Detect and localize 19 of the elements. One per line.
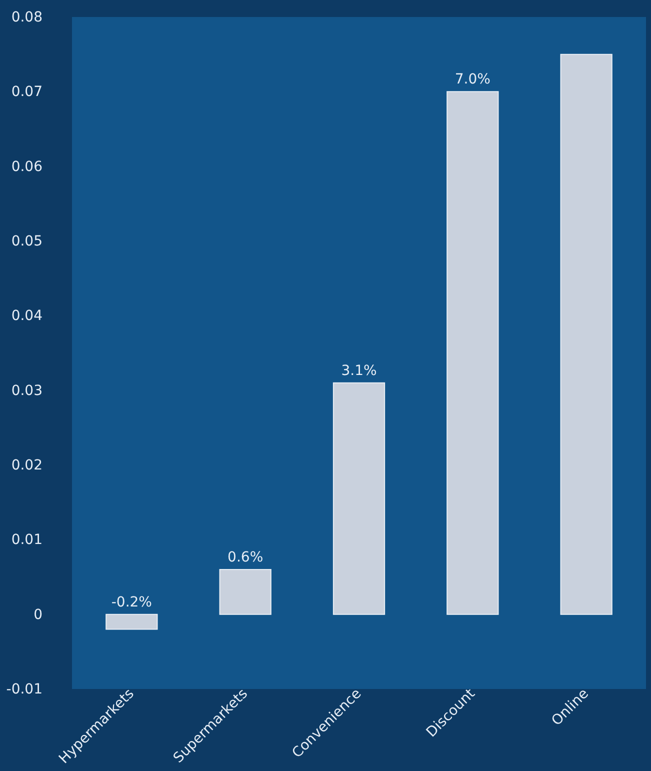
y-tick-label: 0.04 — [11, 308, 43, 324]
y-tick-label: 0.01 — [11, 532, 42, 548]
data-label: -0.2% — [111, 594, 152, 610]
y-tick-label: 0.03 — [11, 382, 42, 399]
bar — [332, 382, 386, 615]
y-tick-label: 0.02 — [11, 458, 42, 474]
bar — [106, 614, 158, 630]
data-label: 0.6% — [228, 550, 264, 566]
y-tick-label: 0.08 — [11, 10, 42, 26]
bar — [446, 91, 499, 615]
bar — [560, 54, 612, 615]
bar — [219, 569, 272, 615]
data-label: 3.1% — [341, 362, 377, 379]
y-tick-label: -0.01 — [6, 682, 42, 698]
y-tick-label: 0.06 — [11, 158, 43, 175]
y-tick-label: 0.07 — [11, 84, 42, 100]
data-label: 7.0% — [454, 72, 490, 88]
y-tick-label: 0.05 — [11, 234, 42, 250]
y-tick-label: 0 — [34, 606, 42, 623]
